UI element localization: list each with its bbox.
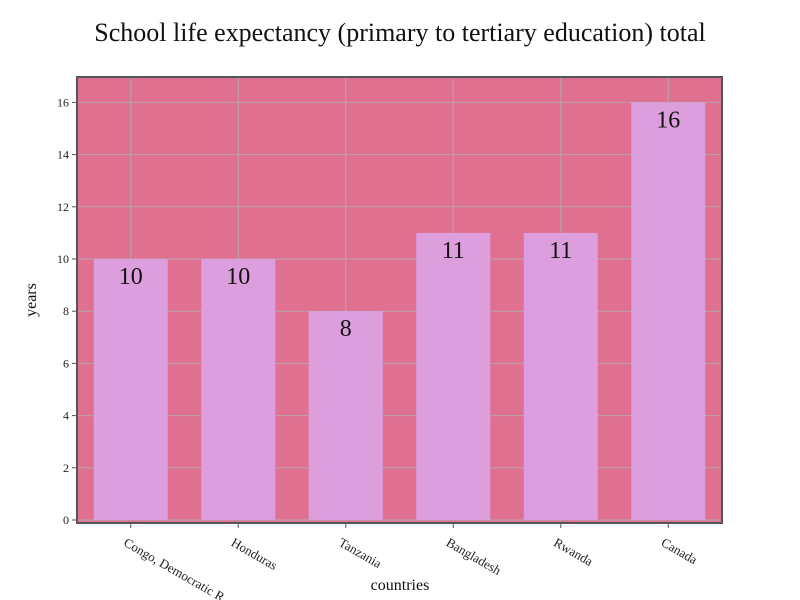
y-tick-label: 16 — [57, 95, 69, 109]
bar-value-label: 10 — [226, 264, 250, 290]
y-tick-label: 0 — [63, 513, 69, 527]
x-tick-label: Tanzania — [336, 535, 384, 571]
x-tick-label: Honduras — [229, 535, 280, 573]
y-tick-label: 6 — [63, 356, 69, 370]
bar-value-label: 10 — [119, 264, 143, 290]
y-axis-label: years — [23, 283, 40, 317]
bar-value-label: 8 — [340, 316, 352, 342]
bars — [93, 102, 706, 521]
bar — [416, 232, 491, 520]
bar — [201, 259, 276, 520]
x-tick-label: Rwanda — [551, 535, 596, 569]
y-tick-label: 10 — [57, 252, 69, 266]
x-tick-label: Bangladesh — [444, 535, 504, 579]
bar-value-label: 11 — [549, 238, 572, 264]
data-labels: 10 10 8 11 11 16 — [119, 107, 681, 342]
y-axis-ticks: 0 2 4 6 8 10 12 14 16 — [57, 95, 77, 527]
bar — [93, 259, 168, 520]
y-tick-label: 8 — [63, 304, 69, 318]
y-tick-label: 2 — [63, 461, 69, 475]
bar — [631, 102, 706, 521]
y-tick-label: 4 — [63, 409, 69, 423]
bar — [308, 311, 383, 520]
y-tick-label: 12 — [57, 200, 69, 214]
plot-area — [77, 77, 722, 523]
bar — [523, 232, 598, 520]
x-axis-label: countries — [371, 577, 430, 594]
x-tick-label: Congo, Democratic R — [121, 535, 227, 600]
plot-frame — [76, 76, 723, 524]
chart-title: School life expectancy (primary to terti… — [94, 18, 705, 47]
x-tick-label: Canada — [659, 535, 700, 568]
bar-value-label: 11 — [442, 238, 465, 264]
bar-value-label: 16 — [656, 107, 680, 133]
y-tick-label: 14 — [57, 148, 69, 162]
